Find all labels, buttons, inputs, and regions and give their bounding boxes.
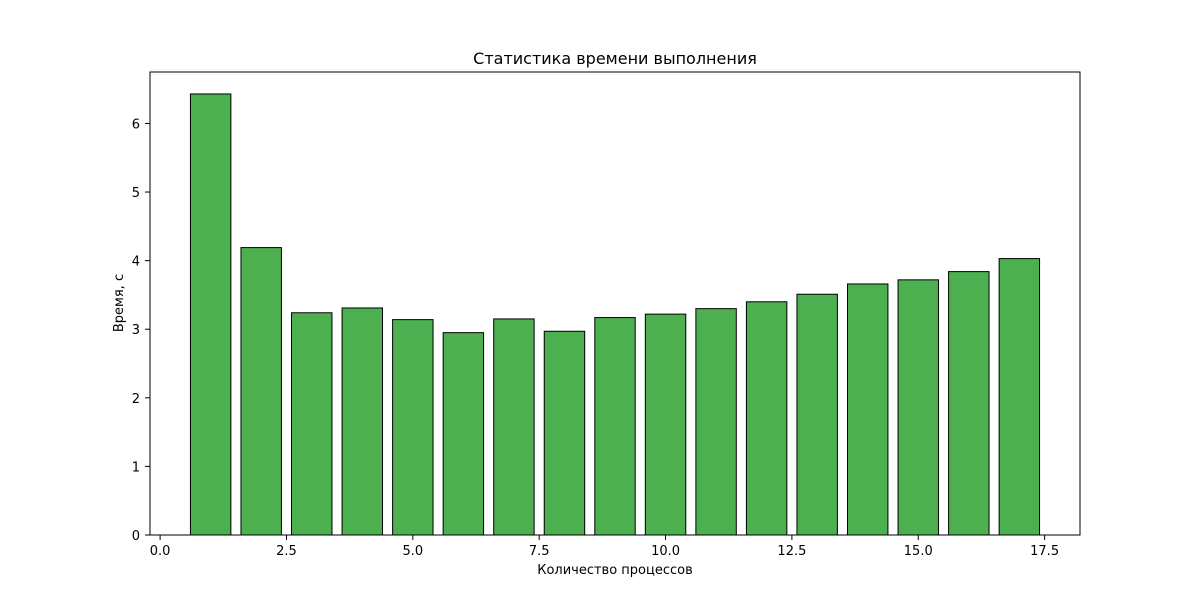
x-tick-label: 12.5 xyxy=(777,544,806,559)
bar-4 xyxy=(341,307,383,536)
y-tick-label: 3 xyxy=(132,323,140,338)
x-tick-label: 15.0 xyxy=(904,544,933,559)
x-tick-label: 0.0 xyxy=(150,544,171,559)
x-tick-label: 5.0 xyxy=(402,544,423,559)
x-tick-label: 2.5 xyxy=(276,544,297,559)
y-tick-label: 4 xyxy=(132,255,140,270)
y-axis-ticks: 0 1 2 3 4 5 6 xyxy=(132,117,150,544)
y-tick-label: 1 xyxy=(132,460,140,475)
y-tick-label: 5 xyxy=(132,186,140,201)
plot-frame xyxy=(149,71,1081,536)
y-tick-label: 2 xyxy=(132,392,140,407)
bar-11 xyxy=(695,308,737,536)
x-axis-title: Количество процессов xyxy=(537,563,693,578)
bar-12 xyxy=(745,301,788,536)
bar-10 xyxy=(644,313,687,536)
y-tick-label: 0 xyxy=(132,529,140,544)
bar-2 xyxy=(240,247,282,536)
bars-group xyxy=(189,93,1041,536)
bar-6 xyxy=(442,332,485,536)
bar-8 xyxy=(543,330,586,536)
chart-title: Статистика времени выполнения xyxy=(473,49,757,68)
bar-5 xyxy=(392,319,434,536)
x-tick-label: 7.5 xyxy=(529,544,550,559)
y-tick-label: 6 xyxy=(132,117,140,132)
x-axis-ticks: 0.0 2.5 5.0 7.5 10.0 12.5 15.0 17.5 xyxy=(150,535,1059,559)
x-tick-label: 17.5 xyxy=(1030,544,1059,559)
bar-15 xyxy=(897,279,939,536)
bar-9 xyxy=(594,317,636,536)
bar-14 xyxy=(847,283,889,536)
bar-1 xyxy=(189,93,232,536)
x-tick-label: 10.0 xyxy=(651,544,680,559)
bar-13 xyxy=(796,293,838,536)
bar-17 xyxy=(998,258,1041,536)
y-axis-title: Время, с xyxy=(112,274,127,332)
bar-3 xyxy=(291,312,333,536)
bar-7 xyxy=(493,318,535,536)
bar-16 xyxy=(948,271,990,536)
